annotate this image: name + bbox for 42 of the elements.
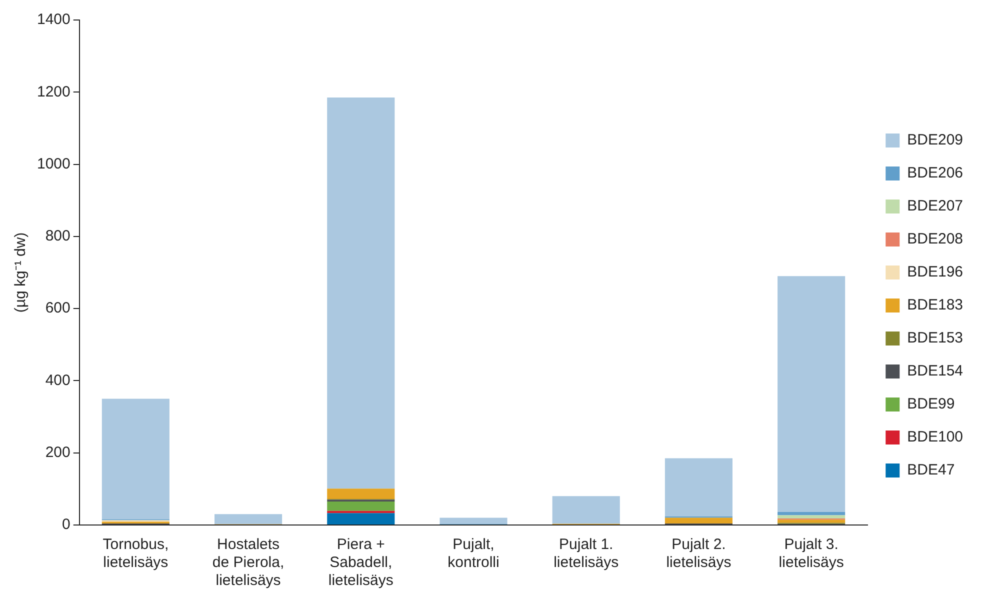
y-tick-label: 1400 xyxy=(36,11,70,28)
legend-label: BDE209 xyxy=(907,132,964,149)
x-tick-label: Pujalt, kontrolli xyxy=(448,536,500,572)
y-tick-label: 1000 xyxy=(36,155,70,172)
x-tick-label: Hostalets de Pierola, lietelisäys xyxy=(212,536,284,590)
legend-label: BDE99 xyxy=(907,396,955,413)
y-tick-label: 800 xyxy=(45,228,70,245)
legend-label: BDE206 xyxy=(907,164,964,182)
bar xyxy=(327,510,395,514)
y-tick-label: 0 xyxy=(62,516,70,534)
bar xyxy=(327,502,395,511)
bar xyxy=(664,458,732,516)
legend-label: BDE153 xyxy=(907,330,964,347)
legend-label: BDE47 xyxy=(907,462,955,479)
bar xyxy=(552,496,620,524)
y-tick-label: 1200 xyxy=(36,83,70,100)
y-tick-label: 200 xyxy=(45,444,70,461)
x-tick-label: Tornobus, lietelisäys xyxy=(102,536,169,572)
bar xyxy=(327,98,395,489)
bar xyxy=(778,276,846,512)
legend-label: BDE183 xyxy=(907,296,964,314)
legend-label: BDE208 xyxy=(907,230,964,248)
legend-label: BDE154 xyxy=(907,362,964,380)
bar xyxy=(778,515,846,519)
bar xyxy=(102,398,170,520)
legend-label: BDE100 xyxy=(907,428,964,446)
bar xyxy=(440,518,508,524)
bar xyxy=(214,514,282,524)
bar xyxy=(664,518,732,524)
x-tick-label: Piera + Sabadell, lietelisäys xyxy=(328,536,394,590)
legend-label: BDE196 xyxy=(907,264,964,281)
bar xyxy=(327,513,395,524)
y-axis-title: (µg kg⁻¹ dw) xyxy=(12,232,30,313)
x-tick-label: Pujalt 1. lietelisäys xyxy=(554,536,619,572)
y-tick-label: 600 xyxy=(45,300,70,317)
bar xyxy=(778,520,846,523)
x-tick-label: Pujalt 3. lietelisäys xyxy=(778,536,844,572)
legend-label: BDE207 xyxy=(907,198,964,215)
x-tick-label: Pujalt 2. lietelisäys xyxy=(666,536,732,572)
bar xyxy=(778,512,846,516)
y-tick-label: 400 xyxy=(45,372,70,389)
bar xyxy=(327,488,395,500)
